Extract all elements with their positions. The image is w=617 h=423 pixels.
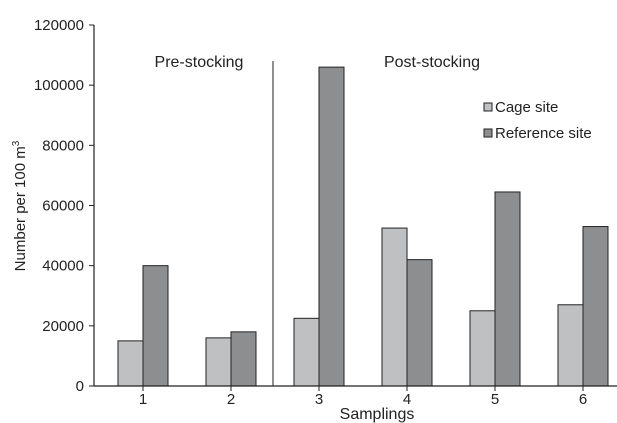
y-tick-label-60000: 60000: [42, 198, 84, 215]
bar-reference-sampling-3: [318, 66, 345, 387]
pre-stocking-label: Pre-stocking: [155, 54, 244, 71]
legend-label-reference: Reference site: [495, 125, 592, 142]
bar-cage-sampling-5: [469, 310, 496, 387]
bar-cage-sampling-1: [117, 340, 144, 387]
y-axis-label-superscript: 3: [11, 140, 22, 146]
y-tick-label-40000: 40000: [42, 258, 84, 275]
x-tick-label-3: 3: [315, 391, 323, 408]
x-axis-ticks: 1 2 3 4 5 6: [139, 386, 587, 408]
bar-reference-sampling-6: [582, 226, 609, 387]
bar-cage-sampling-4: [381, 227, 408, 387]
y-axis-ticks: 0 20000 40000 60000 80000 100000 120000: [34, 17, 94, 395]
x-tick-label-4: 4: [403, 391, 411, 408]
y-tick-label-20000: 20000: [42, 318, 84, 335]
y-axis-label-main: Number per 100 m: [12, 146, 29, 271]
x-tick-label-6: 6: [579, 391, 587, 408]
bar-reference-sampling-5: [494, 191, 521, 387]
bars-layer: [117, 66, 609, 387]
y-tick-label-120000: 120000: [34, 17, 84, 34]
x-tick-label-2: 2: [227, 391, 235, 408]
bar-reference-sampling-1: [142, 265, 169, 387]
y-tick-label-0: 0: [76, 378, 84, 395]
bar-cage-sampling-2: [205, 337, 232, 387]
legend-swatch-reference: [483, 128, 493, 138]
x-axis-label: Samplings: [340, 406, 415, 423]
y-axis-label: Number per 100 m3: [11, 140, 29, 271]
x-tick-label-1: 1: [139, 391, 147, 408]
bar-reference-sampling-2: [230, 331, 257, 387]
y-tick-label-80000: 80000: [42, 137, 84, 154]
bar-cage-sampling-6: [557, 304, 584, 387]
legend: Cage site Reference site: [483, 99, 592, 142]
y-tick-label-100000: 100000: [34, 77, 84, 94]
bar-reference-sampling-4: [406, 259, 433, 387]
x-tick-label-5: 5: [491, 391, 499, 408]
post-stocking-label: Post-stocking: [384, 54, 480, 71]
legend-swatch-cage: [483, 102, 493, 112]
bar-cage-sampling-3: [293, 317, 320, 387]
legend-label-cage: Cage site: [495, 99, 558, 116]
